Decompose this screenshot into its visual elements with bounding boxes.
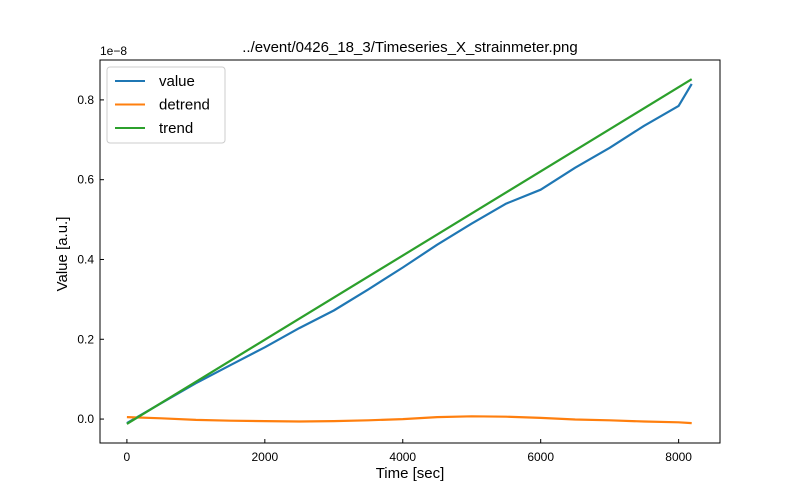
plot-area: 0 2000 4000 6000 8000 0.0 0.2 0.4 0.6 0.8 [77,59,721,464]
series-line-trend [126,78,693,425]
y-axis-label: Value [a.u.] [54,217,71,292]
x-axis-label: Time [sec] [376,465,445,482]
y-tick-label: 0.0 [77,412,94,426]
y-tick-label: 0.4 [77,252,94,266]
series-line-detrend [126,415,692,425]
legend-label: trend [159,120,193,137]
y-axis: 0.0 0.2 0.4 0.6 0.8 [77,93,104,426]
x-tick-label: 8000 [665,450,692,464]
x-axis: 0 2000 4000 6000 8000 [124,439,692,464]
y-tick-label: 0.2 [77,332,94,346]
y-tick-label: 0.6 [77,173,94,187]
plot-frame [99,59,721,444]
series-line-value [126,83,693,425]
y-offset-text: 1e−8 [100,44,127,58]
x-tick-label: 6000 [527,450,554,464]
legend-box [106,66,226,144]
series-layer [126,78,693,425]
legend-label: detrend [159,97,210,114]
x-tick-label: 2000 [251,450,278,464]
x-tick-label: 4000 [389,450,416,464]
chart-title: ../event/0426_18_3/Timeseries_X_strainme… [242,39,577,56]
legend-label: value [159,73,195,90]
legend: value detrend trend [106,66,226,144]
x-tick-label: 0 [124,450,131,464]
y-tick-label: 0.8 [77,93,94,107]
